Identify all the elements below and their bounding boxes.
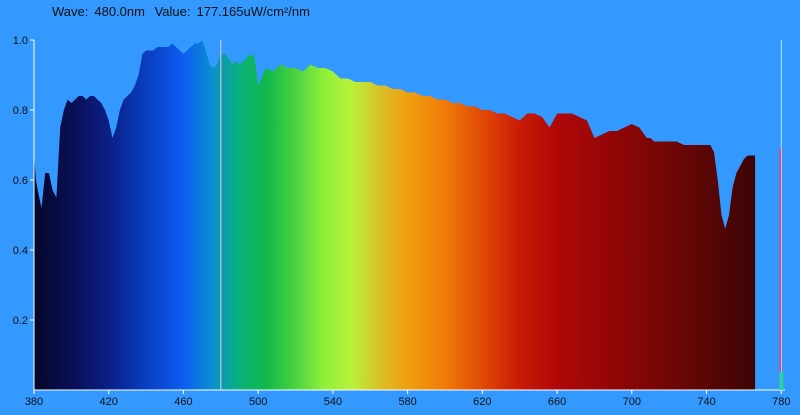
x-tick-label: 780: [772, 396, 790, 408]
y-tick-label: 0.4: [13, 245, 28, 257]
y-tick-label: 0.2: [13, 315, 28, 327]
y-tick-label: 0.8: [13, 105, 28, 117]
readout-bar: Wave: 480.0nm Value: 177.165uW/cm²/nm: [52, 4, 316, 19]
wave-label: Wave:: [52, 4, 89, 19]
value-value: 177.165uW/cm²/nm: [196, 4, 310, 19]
x-tick-label: 580: [398, 396, 416, 408]
y-tick-label: 0.6: [13, 175, 28, 187]
marker-base: [779, 372, 784, 390]
wave-value: 480.0nm: [94, 4, 145, 19]
x-tick-label: 700: [623, 396, 641, 408]
x-tick-label: 380: [25, 396, 43, 408]
x-tick-label: 620: [473, 396, 491, 408]
x-tick-label: 460: [174, 396, 192, 408]
x-tick-label: 500: [249, 396, 267, 408]
spectrum-area: [34, 40, 756, 390]
x-tick-label: 420: [100, 396, 118, 408]
y-tick-label: 1.0: [13, 35, 28, 47]
value-label: Value:: [154, 4, 191, 19]
x-tick-label: 540: [324, 396, 342, 408]
x-tick-label: 660: [548, 396, 566, 408]
x-tick-label: 740: [697, 396, 715, 408]
